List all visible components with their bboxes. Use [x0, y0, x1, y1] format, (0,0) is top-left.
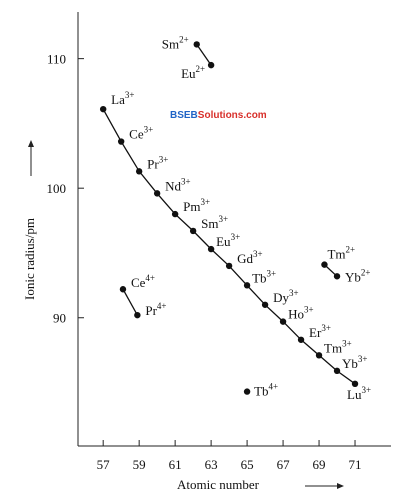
- label-nd3plus-0-3: Nd3+: [165, 176, 190, 193]
- point-lu3plus-0-14: [351, 380, 359, 388]
- point-sm3plus-0-5: [189, 227, 197, 235]
- watermark-part-b: Solutions.com: [198, 110, 267, 121]
- label-tm3plus-0-12: Tm3+: [324, 338, 352, 355]
- x-tick-label-59: 59: [133, 457, 146, 472]
- point-pr4plus-3-1: [134, 311, 141, 319]
- label-ho3plus-0-10: Ho3+: [288, 305, 313, 322]
- label-tm2plus-2-0: Tm2+: [327, 245, 355, 262]
- point-ho3plus-0-10: [279, 318, 287, 325]
- point-ce3plus-0-1: [117, 138, 125, 145]
- y-axis-title: Ionic radius/pm: [22, 218, 37, 300]
- y-tick-label-110: 110: [47, 52, 66, 67]
- tick-layer: 57 59 61 63 65 67 69 71 90 100 110: [47, 52, 362, 472]
- point-er3plus-0-11: [297, 336, 305, 343]
- label-gd3plus-0-7: Gd3+: [237, 249, 262, 266]
- point-tb3plus-0-8: [243, 282, 251, 289]
- point-tm3plus-0-12: [315, 352, 323, 359]
- point-pm3plus-0-4: [171, 210, 179, 218]
- x-tick-label-65: 65: [241, 457, 254, 472]
- label-dy3plus-0-9: Dy3+: [273, 288, 298, 305]
- series-1-line: [196, 44, 212, 66]
- label-er3plus-0-11: Er3+: [309, 323, 331, 340]
- x-tick-label-71: 71: [349, 457, 362, 472]
- label-eu2plus-1-1: Eu2+: [181, 64, 205, 81]
- label-ce3plus-0-1: Ce3+: [129, 125, 153, 142]
- x-tick-label-67: 67: [277, 457, 291, 472]
- y-axis-arrowhead: [28, 140, 34, 147]
- point-pr3plus-0-2: [135, 168, 143, 175]
- x-tick-label-57: 57: [97, 457, 111, 472]
- point-dy3plus-0-9: [261, 301, 269, 308]
- x-tick-label-61: 61: [169, 457, 182, 472]
- label-pr4plus-3-1: Pr4+: [145, 301, 166, 318]
- point-la3plus-0-0: [99, 105, 107, 113]
- x-axis-arrowhead: [337, 483, 344, 489]
- point-tb4plus-4-0: [243, 388, 251, 395]
- point-eu2plus-1-1: [207, 61, 215, 69]
- label-sm2plus-1-0: Sm2+: [162, 34, 189, 51]
- label-eu3plus-0-6: Eu3+: [216, 232, 240, 249]
- y-tick-label-90: 90: [53, 311, 66, 326]
- x-tick-label-69: 69: [313, 457, 326, 472]
- point-tm2plus-2-0: [321, 261, 328, 268]
- label-pr3plus-0-2: Pr3+: [147, 154, 168, 171]
- label-tb3plus-0-8: Tb3+: [252, 268, 276, 285]
- label-sm3plus-0-5: Sm3+: [201, 214, 228, 231]
- label-tb4plus-4-0: Tb4+: [254, 382, 278, 399]
- label-yb2plus-2-1: Yb2+: [345, 267, 370, 284]
- data-points: [99, 41, 359, 395]
- y-tick-label-100: 100: [47, 181, 67, 196]
- label-yb3plus-0-13: Yb3+: [342, 354, 367, 371]
- point-labels: La3+ Ce3+ Pr3+ Nd3+ Pm3+Sm3+Eu3+Gd3+ Tb3+ Dy3+…: [111, 34, 371, 401]
- watermark-part-a: BSEB: [170, 110, 198, 121]
- watermark: BSEBSolutions.com: [170, 110, 267, 121]
- point-yb3plus-0-13: [333, 367, 341, 375]
- point-eu3plus-0-6: [207, 245, 215, 253]
- series-3-line: [122, 288, 138, 316]
- point-ce4plus-3-0: [119, 286, 127, 293]
- label-la3plus-0-0: La3+: [111, 90, 134, 107]
- point-sm2plus-1-0: [193, 41, 200, 48]
- label-ce4plus-3-0: Ce4+: [131, 273, 155, 290]
- x-tick-label-63: 63: [205, 457, 218, 472]
- label-lu3plus-0-14: Lu3+: [347, 385, 371, 402]
- label-pm3plus-0-4: Pm3+: [183, 197, 210, 214]
- point-gd3plus-0-7: [225, 262, 233, 270]
- x-axis-title: Atomic number: [177, 477, 260, 492]
- point-yb2plus-2-1: [333, 273, 341, 280]
- point-nd3plus-0-3: [153, 190, 161, 197]
